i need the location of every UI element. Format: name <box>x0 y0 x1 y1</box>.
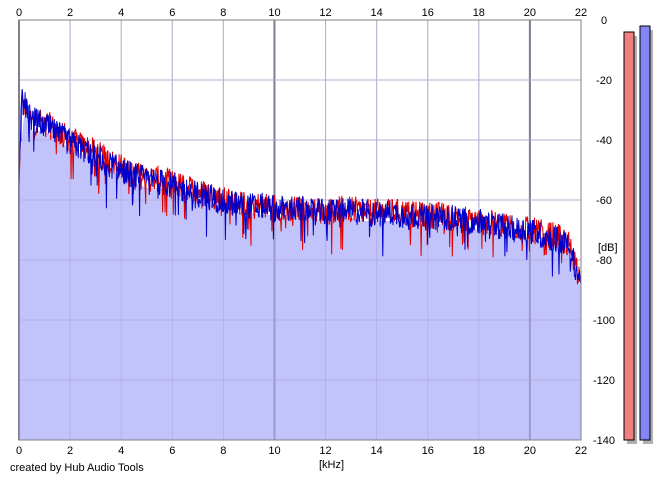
spectrum-lines <box>18 88 582 285</box>
y-tick-labels: 0 -20 -40 -60 -80 -100 -120 -140 <box>593 15 615 447</box>
y-axis-label: [dB] <box>598 242 618 254</box>
x-tick-top-10: 10 <box>268 7 280 19</box>
x-tick-bottom-6: 6 <box>169 445 175 457</box>
x-tick-top-16: 16 <box>422 7 434 19</box>
y-tick--20: -20 <box>596 75 612 87</box>
x-tick-bottom-20: 20 <box>524 445 536 457</box>
x-tick-top-4: 4 <box>118 7 124 19</box>
credit-text: created by Hub Audio Tools <box>10 462 144 474</box>
x-tick-top-6: 6 <box>169 7 175 19</box>
x-tick-bottom-16: 16 <box>422 445 434 457</box>
series-line-2 <box>18 88 582 285</box>
x-tick-bottom-8: 8 <box>220 445 226 457</box>
y-tick--80: -80 <box>596 255 612 267</box>
y-tick-0: 0 <box>601 15 607 27</box>
x-tick-top-8: 8 <box>220 7 226 19</box>
y-tick--60: -60 <box>596 195 612 207</box>
x-tick-bottom-4: 4 <box>118 445 124 457</box>
x-tick-bottom-10: 10 <box>268 445 280 457</box>
x-tick-top-14: 14 <box>371 7 383 19</box>
plot-border <box>18 19 582 441</box>
y-tick--120: -120 <box>593 375 615 387</box>
level-meters <box>623 25 653 444</box>
x-tick-bottom-22: 22 <box>575 445 587 457</box>
level-meter-2 <box>639 25 651 441</box>
x-tick-bottom-12: 12 <box>319 445 331 457</box>
x-tick-top-12: 12 <box>319 7 331 19</box>
x-tick-bottom-14: 14 <box>371 445 383 457</box>
x-tick-top-22: 22 <box>575 7 587 19</box>
x-tick-bottom-18: 18 <box>473 445 485 457</box>
level-meter-1 <box>623 31 635 441</box>
y-tick--100: -100 <box>593 315 615 327</box>
x-tick-top-2: 2 <box>67 7 73 19</box>
spectrum-fill-area <box>19 116 581 440</box>
x-tick-top-20: 20 <box>524 7 536 19</box>
x-tick-top-0: 0 <box>16 7 22 19</box>
x-tick-top-18: 18 <box>473 7 485 19</box>
x-tick-bottom-2: 2 <box>67 445 73 457</box>
y-tick--40: -40 <box>596 135 612 147</box>
x-axis-label: [kHz] <box>319 459 344 471</box>
x-tick-bottom-0: 0 <box>16 445 22 457</box>
y-tick--140: -140 <box>593 435 615 447</box>
